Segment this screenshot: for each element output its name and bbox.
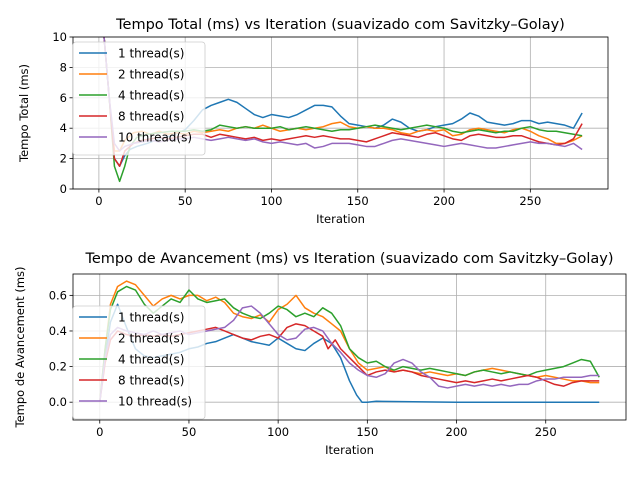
legend-entry: 2 thread(s) <box>118 68 184 82</box>
x-axis-label: Iteration <box>325 443 374 457</box>
x-tick-label: 0 <box>95 194 102 208</box>
y-axis-label: Tempo de Avancement (ms) <box>13 267 27 429</box>
series-line-3 <box>99 285 600 403</box>
legend-entry: 10 thread(s) <box>118 131 192 145</box>
legend-box <box>72 305 206 420</box>
x-tick-label: 150 <box>347 194 369 208</box>
y-tick-label: 0.4 <box>49 324 67 338</box>
legend-entry: 10 thread(s) <box>118 395 192 409</box>
chart-2: 0 50 100 150 200 250 0.0 0.2 0.4 0.6 Tempo de Avan… <box>13 251 627 457</box>
y-tick-label: 2 <box>60 152 67 166</box>
x-tick-label: 150 <box>356 425 378 439</box>
y-tick-label: 0.2 <box>49 360 67 374</box>
x-tick-label: 100 <box>267 425 289 439</box>
y-axis-label: Tempo Total (ms) <box>17 64 31 163</box>
x-tick-label: 50 <box>178 194 193 208</box>
y-tick-label: 0.0 <box>49 395 67 409</box>
y-tick-label: 6 <box>60 91 67 105</box>
x-tick-label: 250 <box>519 194 541 208</box>
legend-box <box>72 41 206 156</box>
legend: 1 thread(s) 2 thread(s) 4 thread(s) 8 threa… <box>72 305 206 420</box>
y-tick-label: 8 <box>60 60 67 74</box>
x-axis-label: Iteration <box>316 212 365 226</box>
chart-title: Tempo de Avancement (ms) vs Iteration (s… <box>84 251 613 267</box>
x-tick-label: 0 <box>96 425 103 439</box>
legend-entry: 8 thread(s) <box>118 110 184 124</box>
legend: 1 thread(s) 2 thread(s) 4 thread(s) 8 threa… <box>72 41 206 156</box>
x-tick-label: 200 <box>446 425 468 439</box>
legend-entry: 1 thread(s) <box>118 47 184 61</box>
x-tick-label: 200 <box>433 194 455 208</box>
legend-entry: 4 thread(s) <box>118 353 184 367</box>
x-tick-label: 100 <box>260 194 282 208</box>
chart-1: 0 50 100 150 200 250 0 2 4 6 8 10 Tempo Total (ms) v… <box>17 17 609 226</box>
legend-entry: 1 thread(s) <box>118 311 184 325</box>
y-tick-label: 0 <box>60 182 67 196</box>
legend-entry: 2 thread(s) <box>118 332 184 346</box>
y-tick-label: 0.6 <box>49 288 67 302</box>
chart-title: Tempo Total (ms) vs Iteration (suavizado… <box>115 17 565 33</box>
y-tick-label: 4 <box>60 121 67 135</box>
x-tick-label: 250 <box>535 425 557 439</box>
legend-entry: 8 thread(s) <box>118 374 184 388</box>
x-tick-label: 50 <box>182 425 197 439</box>
legend-entry: 4 thread(s) <box>118 89 184 103</box>
y-tick-label: 10 <box>52 30 67 44</box>
